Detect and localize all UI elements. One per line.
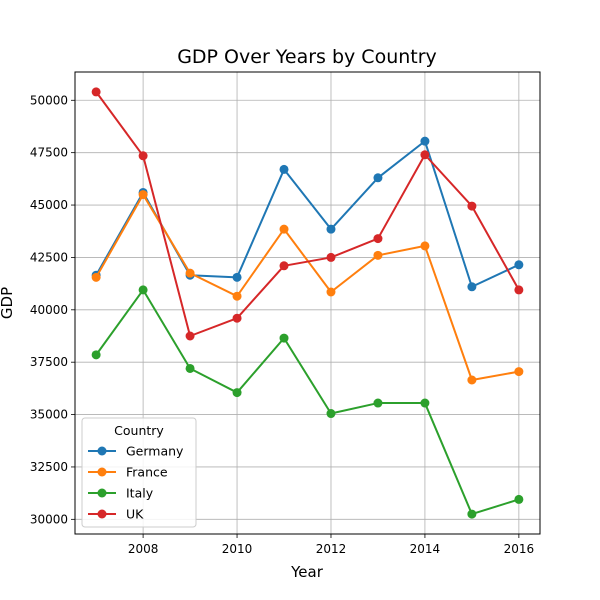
data-point-uk — [232, 313, 242, 323]
data-point-germany — [373, 173, 383, 183]
data-point-france — [91, 272, 101, 282]
x-axis-label: Year — [290, 563, 324, 581]
data-point-italy — [467, 509, 477, 519]
y-tick-label: 45000 — [30, 198, 68, 212]
plot-frame — [74, 71, 541, 535]
data-point-italy — [91, 350, 101, 360]
data-point-uk — [185, 331, 195, 341]
y-tick-label: 40000 — [30, 303, 68, 317]
data-point-france — [467, 375, 477, 385]
legend-item-uk: UK — [88, 507, 144, 522]
data-point-italy — [232, 388, 242, 398]
chart-title: GDP Over Years by Country — [177, 46, 437, 68]
data-point-france — [279, 224, 289, 234]
legend-label-germany: Germany — [126, 444, 184, 459]
y-tick-label: 32500 — [30, 460, 68, 474]
legend-label-italy: Italy — [126, 486, 154, 501]
legend-box — [81, 417, 197, 528]
x-tick-label: 2008 — [128, 542, 159, 556]
data-point-france — [185, 268, 195, 278]
data-point-italy — [326, 409, 336, 419]
y-axis-label: GDP — [0, 287, 16, 319]
data-point-france — [232, 291, 242, 301]
data-point-uk — [91, 87, 101, 97]
data-point-germany — [420, 136, 430, 146]
legend-label-uk: UK — [126, 507, 144, 522]
data-point-uk — [514, 285, 524, 295]
x-tick-label: 2010 — [222, 542, 253, 556]
x-tick-label: 2016 — [504, 542, 535, 556]
data-point-germany — [326, 224, 336, 234]
data-point-italy — [138, 285, 148, 295]
y-tick-label: 42500 — [30, 250, 68, 264]
legend-marker-germany — [97, 446, 107, 456]
y-tick-label: 37500 — [30, 355, 68, 369]
series-germany — [91, 136, 524, 292]
data-point-germany — [232, 272, 242, 282]
series-italy — [91, 285, 524, 519]
legend-marker-france — [97, 467, 107, 477]
legend-item-france: France — [88, 465, 168, 480]
y-axis-ticks: 30000 32500 35000 37500 40000 42500 45000 47500… — [30, 93, 75, 526]
x-tick-label: 2012 — [316, 542, 347, 556]
data-point-italy — [373, 398, 383, 408]
series-uk — [91, 87, 524, 341]
series-france — [91, 190, 524, 385]
data-point-uk — [138, 151, 148, 161]
series-layer — [91, 87, 524, 519]
data-point-france — [326, 287, 336, 297]
legend-label-france: France — [126, 465, 168, 480]
legend-item-germany: Germany — [88, 444, 184, 459]
legend-title: Country — [114, 423, 164, 438]
data-point-italy — [185, 363, 195, 373]
data-point-france — [373, 250, 383, 260]
series-line-italy — [95, 288, 520, 516]
data-point-uk — [373, 234, 383, 244]
data-point-france — [420, 241, 430, 251]
data-point-italy — [420, 398, 430, 408]
series-line-germany — [95, 140, 520, 288]
legend: Country Germany France Italy UK — [81, 417, 197, 528]
y-tick-label: 47500 — [30, 146, 68, 160]
x-axis-ticks: 2008 2010 2012 2014 2016 — [128, 534, 534, 556]
x-tick-label: 2014 — [410, 542, 441, 556]
y-tick-label: 50000 — [30, 93, 68, 107]
data-point-germany — [279, 164, 289, 174]
data-point-france — [514, 367, 524, 377]
y-tick-label: 35000 — [30, 408, 68, 422]
data-point-uk — [420, 150, 430, 160]
data-point-uk — [326, 252, 336, 262]
y-tick-label: 30000 — [30, 512, 68, 526]
data-point-italy — [514, 494, 524, 504]
data-point-germany — [467, 282, 477, 292]
data-point-uk — [279, 261, 289, 271]
data-point-germany — [514, 260, 524, 270]
data-point-france — [138, 190, 148, 200]
legend-marker-uk — [97, 509, 107, 519]
legend-item-italy: Italy — [88, 486, 154, 501]
series-line-uk — [95, 91, 520, 337]
data-point-uk — [467, 201, 477, 211]
legend-marker-italy — [97, 488, 107, 498]
data-point-italy — [279, 333, 289, 343]
series-line-france — [95, 193, 520, 381]
